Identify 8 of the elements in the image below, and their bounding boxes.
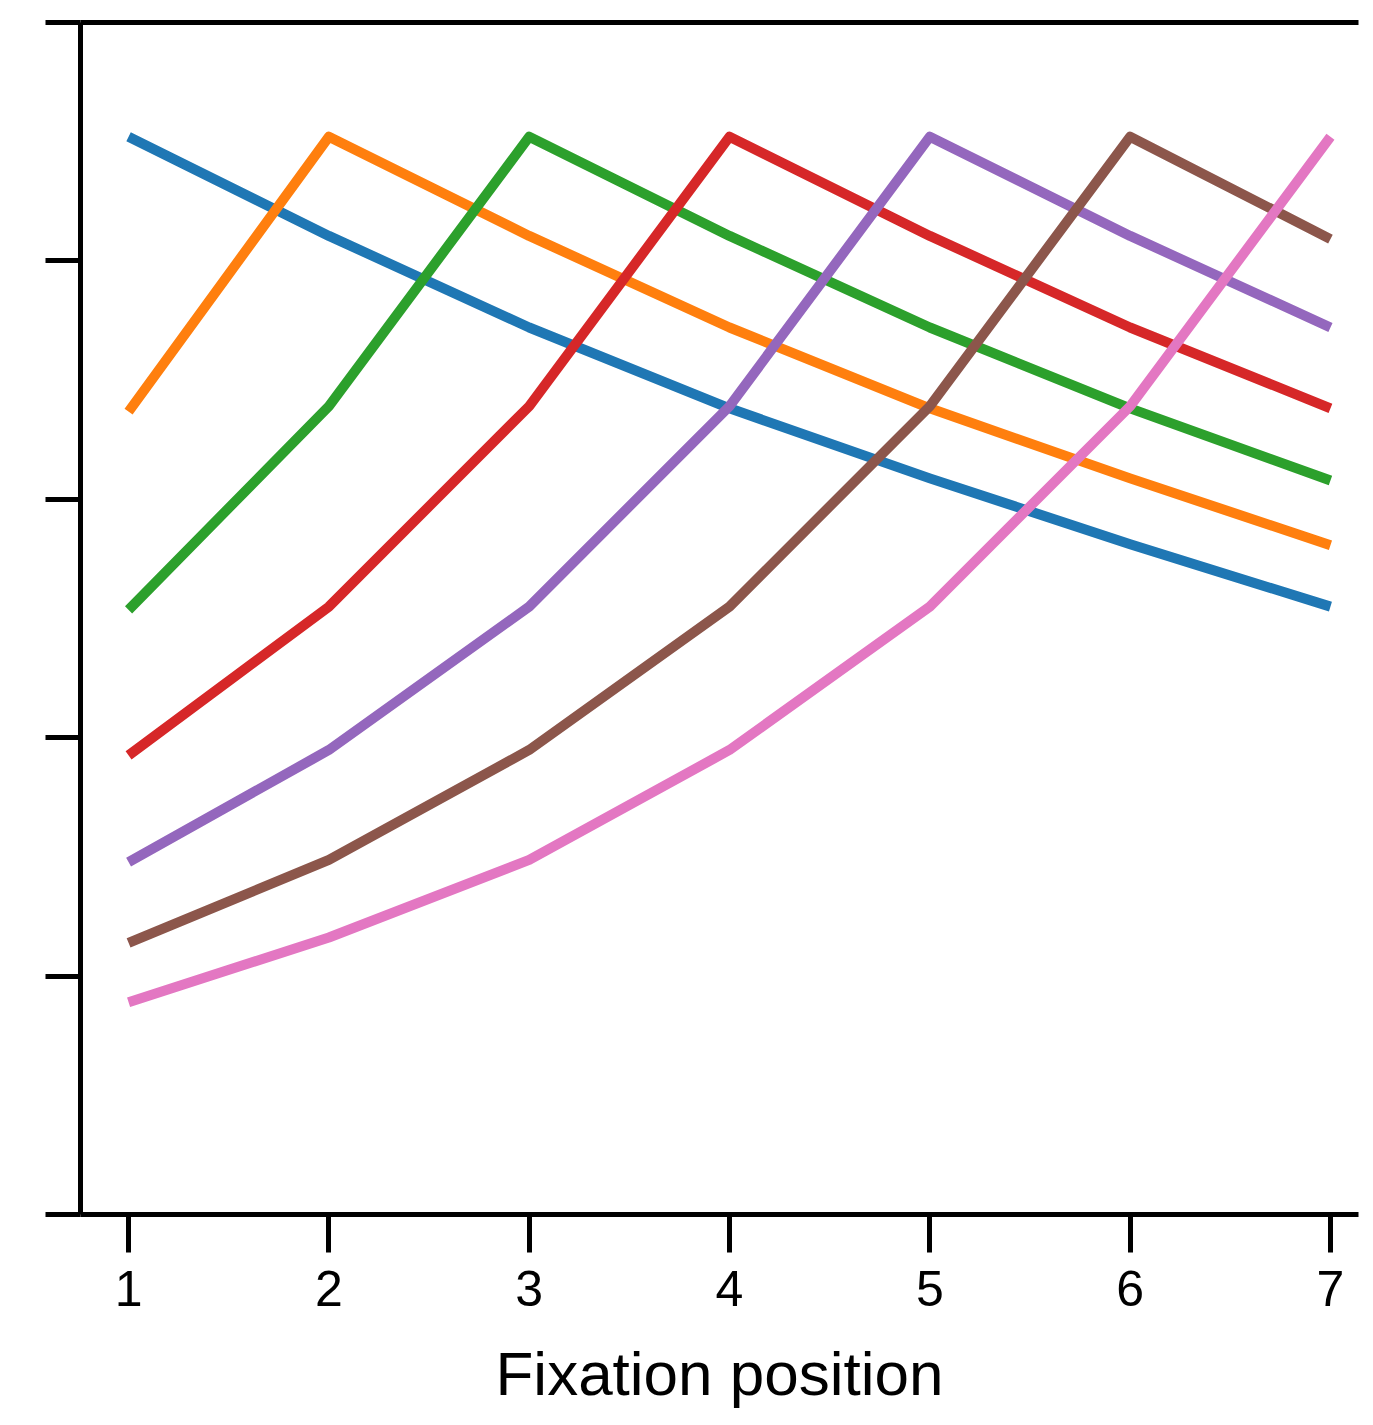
x-tick-label: 5 [915,1260,944,1317]
x-axis-title: Fixation position [495,1338,944,1408]
x-tick-label: 4 [715,1260,744,1317]
x-tick-label: 2 [314,1260,343,1317]
x-tick-label: 3 [515,1260,544,1317]
x-tick-label: 7 [1316,1260,1345,1317]
x-tick-label: 1 [114,1260,143,1317]
x-tick-label: 6 [1116,1260,1145,1317]
